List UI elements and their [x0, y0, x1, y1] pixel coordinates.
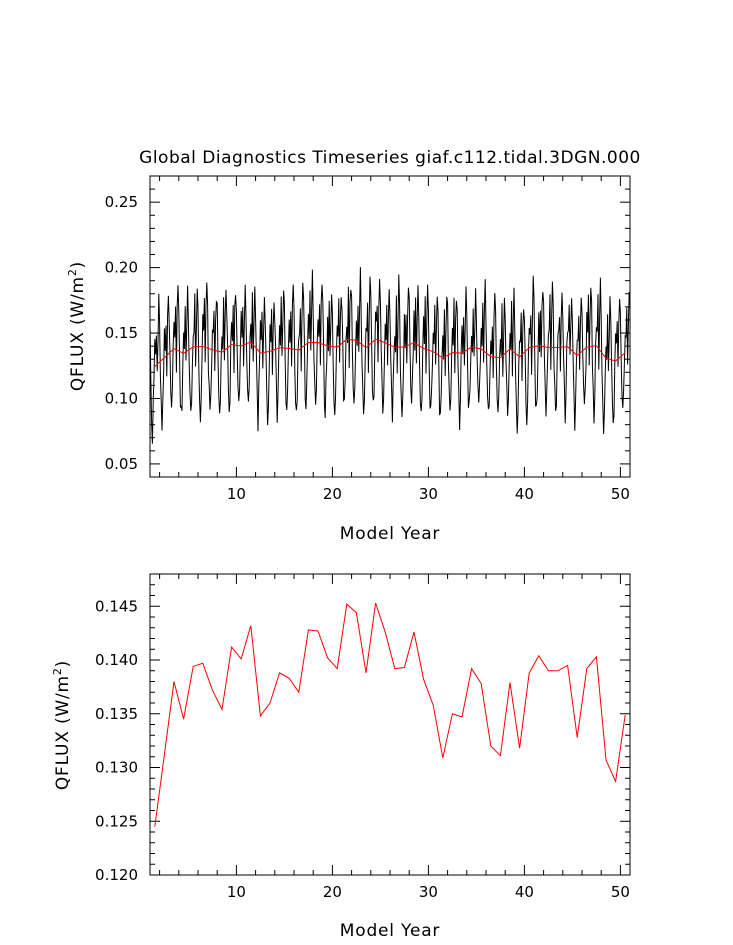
y-axis-label-top: QFLUX (W/m2) — [66, 261, 88, 391]
annual-series-line — [154, 602, 626, 827]
y-tick-label: 0.135 — [95, 705, 138, 723]
y-axis-label-top-sup: 2 — [66, 268, 79, 276]
y-tick-labels-top: 0.05 0.10 0.15 0.20 0.25 — [105, 193, 138, 473]
y-tick-label: 0.120 — [95, 866, 138, 884]
x-tick-label: 40 — [515, 485, 534, 503]
x-tick-labels-top: 10 20 30 40 50 — [227, 485, 630, 503]
y-tick-label: 0.05 — [105, 455, 138, 473]
axis-ticks-bottom-panel — [150, 573, 630, 876]
y-tick-label: 0.145 — [95, 597, 138, 615]
x-tick-labels-bottom: 10 20 30 40 50 — [227, 883, 630, 901]
y-axis-label-bottom: QFLUX (W/m2) — [51, 660, 73, 790]
x-tick-label: 40 — [515, 883, 534, 901]
y-tick-label: 0.130 — [95, 759, 138, 777]
y-axis-label-top-end: ) — [68, 261, 88, 268]
y-tick-label: 0.125 — [95, 812, 138, 830]
x-tick-label: 50 — [611, 485, 630, 503]
x-tick-label: 50 — [611, 883, 630, 901]
timeseries-panel-top: Global Diagnostics Timeseries giaf.c112.… — [66, 148, 641, 544]
monthly-series-line — [150, 267, 630, 444]
y-axis-label-bottom-sup: 2 — [51, 667, 64, 675]
y-axis-label-top-main: QFLUX (W/m — [68, 276, 88, 391]
y-axis-label-bottom-main: QFLUX (W/m — [53, 675, 73, 790]
x-tick-label: 20 — [323, 485, 342, 503]
annual-series-line — [154, 338, 626, 367]
x-axis-label-bottom: Model Year — [340, 921, 440, 941]
x-tick-label: 30 — [419, 883, 438, 901]
y-axis-label-bottom-end: ) — [53, 660, 73, 667]
x-tick-label: 10 — [227, 883, 246, 901]
x-tick-label: 30 — [419, 485, 438, 503]
chart-title: Global Diagnostics Timeseries giaf.c112.… — [139, 148, 641, 168]
y-tick-labels-bottom: 0.120 0.125 0.130 0.135 0.140 0.145 — [95, 597, 138, 884]
x-tick-label: 20 — [323, 883, 342, 901]
y-tick-label: 0.25 — [105, 193, 138, 211]
y-tick-label: 0.20 — [105, 259, 138, 277]
series-group-top — [150, 267, 630, 444]
series-group-bottom — [154, 602, 626, 827]
timeseries-panel-bottom: 10 20 30 40 50 0.120 0.125 0.130 0.135 0.140 0.14… — [51, 573, 631, 941]
x-tick-label: 10 — [227, 485, 246, 503]
x-axis-label-top: Model Year — [340, 524, 440, 544]
y-tick-label: 0.15 — [105, 324, 138, 342]
y-tick-label: 0.140 — [95, 651, 138, 669]
y-tick-label: 0.10 — [105, 389, 138, 407]
axis-ticks-top-panel — [150, 175, 630, 478]
